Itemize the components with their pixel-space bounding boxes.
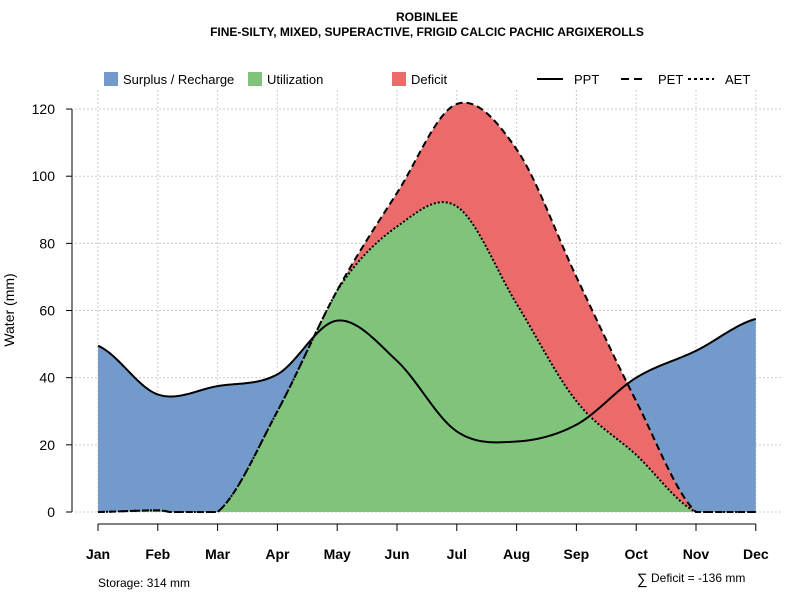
legend-swatch-deficit xyxy=(392,72,406,86)
chart-title: ROBINLEE xyxy=(396,10,458,24)
y-tick-label: 0 xyxy=(47,504,55,520)
x-tick-label: Oct xyxy=(625,546,649,562)
legend-swatch-surplus xyxy=(104,72,118,86)
utilization-area xyxy=(98,202,756,512)
x-tick-label: Jun xyxy=(385,546,410,562)
x-tick-label: Dec xyxy=(743,546,769,562)
x-tick-label: Aug xyxy=(503,546,530,562)
x-tick-label: Mar xyxy=(205,546,230,562)
x-tick-label: Nov xyxy=(683,546,710,562)
lines xyxy=(97,101,757,513)
deficit-area xyxy=(98,102,756,513)
line-aet xyxy=(97,201,756,513)
axes: 0 20 40 60 80 100 120 Jan Feb Mar Apr May Jun Jul Aug S… xyxy=(32,101,769,562)
deficit-symbol: ∑ xyxy=(637,571,648,588)
legend: Surplus / Recharge Utilization Deficit PPT P… xyxy=(104,72,750,87)
y-axis-label: Water (mm) xyxy=(1,273,17,346)
legend-label: PET xyxy=(658,72,683,87)
legend-label: Surplus / Recharge xyxy=(123,72,234,87)
areas xyxy=(98,102,756,513)
storage-annotation: Storage: 314 mm xyxy=(98,576,190,590)
y-tick-label: 80 xyxy=(39,235,55,251)
y-tick-label: 60 xyxy=(39,303,55,319)
legend-label: PPT xyxy=(574,72,599,87)
x-tick-label: May xyxy=(324,546,351,562)
legend-label: Utilization xyxy=(267,72,323,87)
x-tick-label: Sep xyxy=(564,546,590,562)
legend-label: Deficit xyxy=(411,72,448,87)
y-tick-label: 100 xyxy=(32,168,56,184)
surplus-area xyxy=(98,102,756,513)
legend-label: AET xyxy=(725,72,750,87)
x-tick-label: Jul xyxy=(447,546,467,562)
line-ppt xyxy=(97,317,757,444)
x-tick-label: Feb xyxy=(145,546,170,562)
y-tick-label: 120 xyxy=(32,101,56,117)
x-tick-label: Apr xyxy=(265,546,290,562)
x-tick-label: Jan xyxy=(86,546,110,562)
deficit-annotation: Deficit = -136 mm xyxy=(651,571,745,585)
y-tick-label: 20 xyxy=(39,437,55,453)
chart-subtitle: FINE-SILTY, MIXED, SUPERACTIVE, FRIGID C… xyxy=(210,25,644,39)
y-tick-label: 40 xyxy=(39,370,55,386)
legend-swatch-utilization xyxy=(248,72,262,86)
